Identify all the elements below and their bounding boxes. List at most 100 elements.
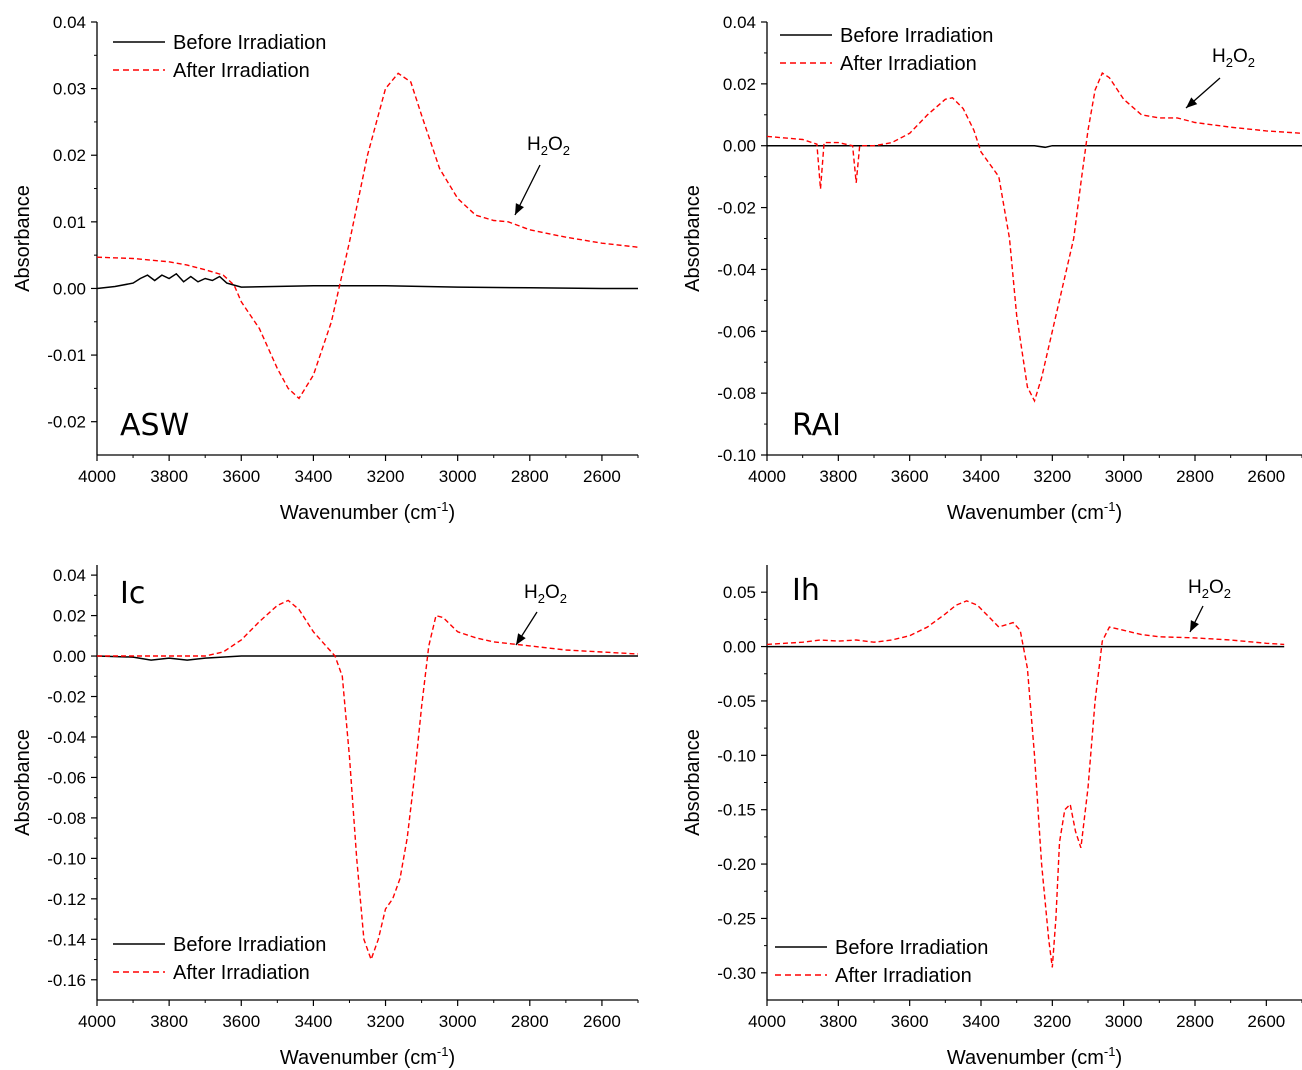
annotation-label-part: O [1209,577,1224,598]
x-tick-label: 3400 [962,1012,1000,1031]
y-tick-label: 0.00 [53,279,86,298]
series-line-after [766,600,1285,968]
x-tick-label: 3800 [150,467,188,486]
y-axis-title: Absorbance [12,185,34,292]
annotation-label-part: 2 [1202,586,1209,601]
x-tick-label: 4000 [748,467,786,486]
x-axis-title: Wavenumber (cm-1) [947,499,1122,524]
y-tick-label: 0.02 [723,75,756,94]
y-tick-label: -0.04 [717,260,756,279]
x-tick-label: 3800 [150,1012,188,1031]
y-tick-label: -0.10 [47,849,86,868]
y-tick-label: -0.10 [717,746,756,765]
y-tick-label: 0.02 [53,607,86,626]
series-line-before [96,655,638,661]
x-tick-label: 3800 [819,467,857,486]
y-tick-label: -0.06 [717,322,756,341]
x-tick-label: 3600 [891,467,929,486]
x-axis-title-main: Wavenumber (cm [280,502,437,524]
x-axis-title-main: Wavenumber (cm [947,502,1104,524]
chart-panel-2: 4000 3800 3600 3400 3200 3000 2800 2600 -0.16 -0.… [12,565,639,1069]
annotation-label-part: O [1233,46,1248,67]
y-tick-label: -0.01 [47,346,86,365]
series-line-after [766,71,1302,403]
annotation-label-part: 2 [1224,586,1231,601]
y-axis-title: Absorbance [682,729,704,836]
annotation-label-part: 2 [1248,55,1255,70]
y-tick-label: -0.04 [47,728,86,747]
y-tick-label: -0.15 [717,801,756,820]
annotation-label: H2O2 [527,134,570,158]
annotation-label: H2O2 [1212,46,1255,70]
y-tick-label: -0.08 [47,809,86,828]
x-axis-title: Wavenumber (cm-1) [280,1044,455,1069]
annotation-label-part: 2 [563,143,570,158]
x-tick-label: 2600 [583,467,621,486]
x-tick-label: 3400 [294,1012,332,1031]
panel-label: Ic [120,576,145,611]
x-tick-label: 3600 [891,1012,929,1031]
x-axis-title: Wavenumber (cm-1) [947,1044,1122,1069]
y-tick-label: 0.04 [723,13,756,32]
x-axis-title-end: ) [1115,1047,1122,1069]
y-tick-label: 0.05 [723,583,756,602]
x-tick-label: 4000 [748,1012,786,1031]
series-line-after [96,72,639,400]
annotation-label-part: H [1188,577,1202,598]
y-tick-label: -0.05 [717,692,756,711]
legend-label: After Irradiation [173,962,310,984]
x-tick-label: 3800 [819,1012,857,1031]
x-tick-label: 4000 [78,467,116,486]
x-tick-label: 3400 [294,467,332,486]
annotation-label-part: 2 [538,591,545,606]
y-tick-label: -0.20 [717,855,756,874]
chart-panel-0: 4000 3800 3600 3400 3200 3000 2800 2600 -0.02 -0.… [12,13,639,524]
y-tick-label: 0.01 [53,213,86,232]
x-tick-label: 3200 [1033,467,1071,486]
y-tick-label: -0.16 [47,971,86,990]
x-tick-label: 3000 [439,1012,477,1031]
series-line-before [96,272,638,290]
x-axis-title: Wavenumber (cm-1) [280,499,455,524]
x-axis-title-sup: -1 [437,499,449,514]
x-tick-label: 3000 [439,467,477,486]
x-tick-label: 2800 [1176,1012,1214,1031]
legend-label: After Irradiation [840,53,977,75]
legend-label: After Irradiation [173,60,310,82]
y-axis-title: Absorbance [682,185,704,292]
annotation-arrowhead [1190,620,1199,632]
x-tick-label: 3600 [222,467,260,486]
y-tick-label: 0.00 [723,638,756,657]
x-tick-label: 2600 [1247,1012,1285,1031]
x-tick-label: 3000 [1105,1012,1143,1031]
chart-panel-3: 4000 3800 3600 3400 3200 3000 2800 2600 -0.30 -0.… [682,565,1302,1069]
chart-panel-1: 4000 3800 3600 3400 3200 3000 2800 2600 -0.10 -0.… [682,13,1302,524]
x-axis-title-end: ) [448,1047,455,1069]
y-tick-label: 0.03 [53,80,86,99]
x-axis-title-sup: -1 [437,1044,449,1059]
annotation-arrowhead [1186,97,1198,108]
annotation-label: H2O2 [524,582,567,606]
y-tick-label: -0.06 [47,768,86,787]
x-tick-label: 2800 [511,1012,549,1031]
series-line-after [97,599,639,962]
legend-label: Before Irradiation [835,937,988,959]
y-tick-label: 0.04 [53,13,86,32]
y-tick-label: 0.00 [53,647,86,666]
annotation-label: H2O2 [1188,577,1231,601]
x-tick-label: 4000 [78,1012,116,1031]
x-tick-label: 3400 [962,467,1000,486]
x-axis-title-sup: -1 [1104,499,1116,514]
annotation-label-part: H [1212,46,1226,67]
y-tick-label: -0.02 [717,199,756,218]
x-tick-label: 3000 [1105,467,1143,486]
panel-label: ASW [120,408,189,443]
annotation-label-part: O [548,134,563,155]
y-tick-label: -0.30 [717,964,756,983]
x-tick-label: 2600 [583,1012,621,1031]
y-tick-label: -0.10 [717,446,756,465]
legend-label: Before Irradiation [173,934,326,956]
series-line-before [767,144,1302,149]
x-tick-label: 3200 [367,467,405,486]
